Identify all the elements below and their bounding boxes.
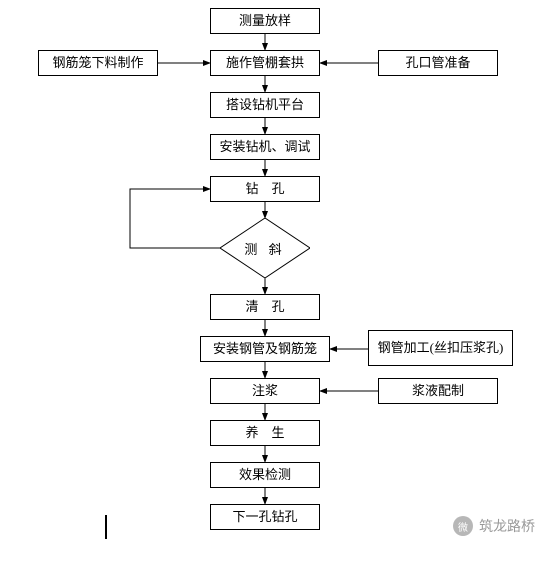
text-cursor — [105, 515, 107, 539]
node-label: 钻 孔 — [245, 181, 284, 197]
node-grouting: 注浆 — [210, 378, 320, 404]
watermark: 微 筑龙路桥 — [453, 516, 535, 536]
wechat-icon: 微 — [453, 516, 473, 536]
node-label: 孔口管准备 — [405, 55, 470, 71]
node-curing: 养 生 — [210, 420, 320, 446]
node-measure-layout: 测量放样 — [210, 8, 320, 34]
node-install-steel-pipe: 安装钢管及钢筋笼 — [200, 336, 330, 362]
node-effect-inspection: 效果检测 — [210, 462, 320, 488]
node-pipe-shed-arch: 施作管棚套拱 — [210, 50, 320, 76]
node-label: 下一孔钻孔 — [232, 509, 297, 525]
node-next-hole: 下一孔钻孔 — [210, 504, 320, 530]
node-clear-hole: 清 孔 — [210, 294, 320, 320]
node-label: 钢管加工(丝扣压浆孔) — [378, 340, 504, 356]
node-label: 施作管棚套拱 — [226, 55, 304, 71]
node-label: 清 孔 — [245, 299, 284, 315]
node-orifice-pipe-prep: 孔口管准备 — [378, 50, 498, 76]
node-label: 钢筋笼下料制作 — [52, 55, 143, 71]
node-label: 效果检测 — [239, 467, 291, 483]
node-rebar-cage-prep: 钢筋笼下料制作 — [38, 50, 158, 76]
node-install-drill: 安装钻机、调试 — [210, 134, 320, 160]
node-label: 注浆 — [252, 383, 278, 399]
node-label: 安装钢管及钢筋笼 — [213, 341, 317, 357]
node-drilling: 钻 孔 — [210, 176, 320, 202]
watermark-text: 筑龙路桥 — [479, 516, 535, 536]
node-inclination-check: 测 斜 — [220, 218, 310, 278]
node-steel-pipe-process: 钢管加工(丝扣压浆孔) — [368, 330, 513, 366]
node-slurry-prep: 浆液配制 — [378, 378, 498, 404]
node-label: 安装钻机、调试 — [219, 139, 310, 155]
node-label: 养 生 — [245, 425, 284, 441]
node-label: 浆液配制 — [412, 383, 464, 399]
node-label: 测量放样 — [239, 13, 291, 29]
node-label: 测 斜 — [220, 218, 310, 278]
node-label: 搭设钻机平台 — [226, 97, 304, 113]
node-drill-platform: 搭设钻机平台 — [210, 92, 320, 118]
